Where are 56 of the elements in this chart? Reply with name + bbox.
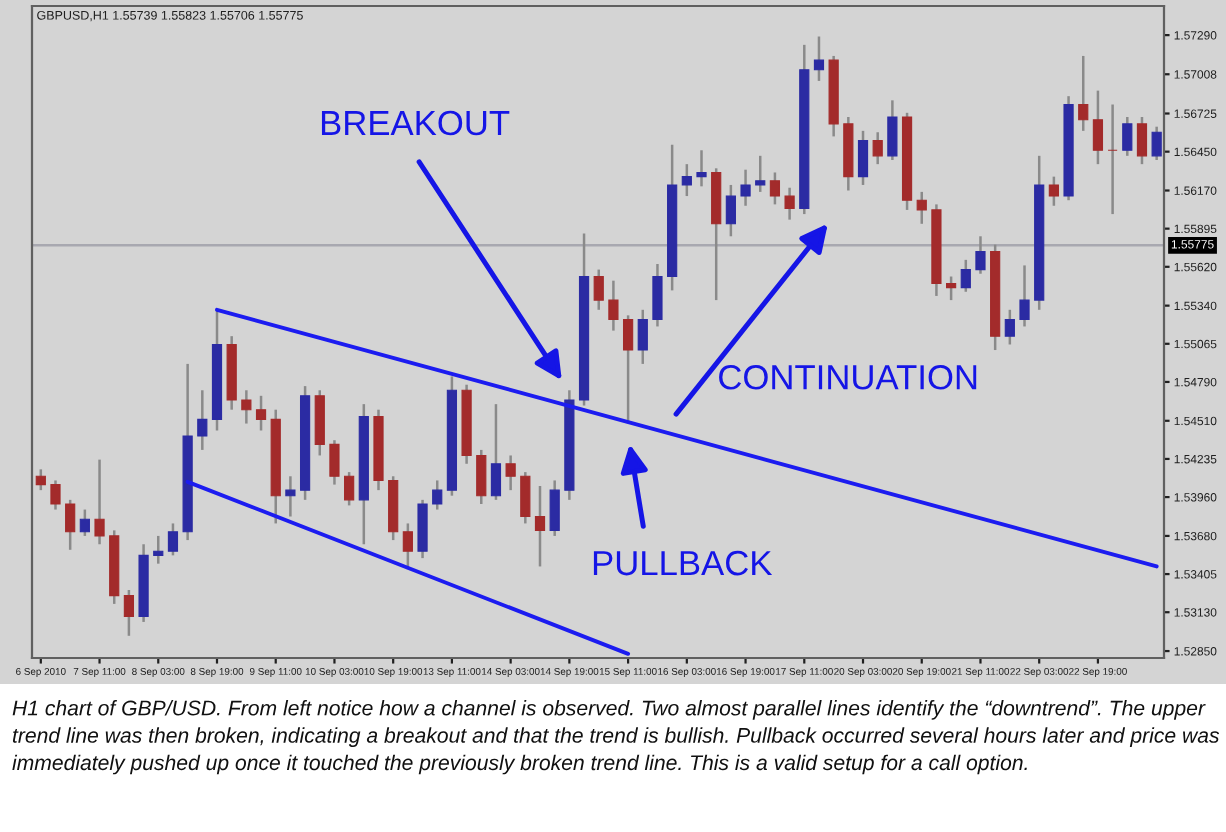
annotation: PULLBACK xyxy=(593,550,773,576)
candlestick xyxy=(769,171,781,206)
candlestick xyxy=(255,394,267,432)
candlestick xyxy=(1078,54,1089,133)
candlestick xyxy=(813,35,825,83)
candlestick xyxy=(696,149,707,188)
candlestick xyxy=(857,129,869,187)
candlestick xyxy=(681,162,692,198)
candlestick xyxy=(65,498,76,552)
candlestick xyxy=(534,484,546,568)
candlestick xyxy=(549,479,560,538)
candlestick xyxy=(637,308,648,366)
candlestick xyxy=(197,389,208,452)
candlestick xyxy=(417,498,428,560)
candlestick xyxy=(1151,125,1162,162)
candlestick xyxy=(35,468,46,492)
candlestick xyxy=(1136,115,1148,166)
candlestick xyxy=(1107,103,1118,216)
candlestick xyxy=(94,458,105,546)
candlestick xyxy=(432,479,443,511)
candlestick xyxy=(622,314,634,425)
candlestick xyxy=(1004,308,1015,346)
candlestick xyxy=(916,190,927,226)
annotation: BREAKOUT xyxy=(321,110,510,136)
candlestick xyxy=(960,258,971,294)
candlestick xyxy=(1048,175,1059,208)
candlestick xyxy=(123,588,135,638)
candlestick xyxy=(490,402,502,502)
candlestick xyxy=(946,275,957,302)
candlestick xyxy=(740,168,751,208)
candlestick xyxy=(344,470,355,507)
candlestick xyxy=(755,154,766,194)
candlestick xyxy=(285,475,296,518)
candlestick xyxy=(79,508,90,538)
candlestick xyxy=(1019,264,1030,328)
candlestick xyxy=(1122,115,1133,158)
candlestick xyxy=(725,183,736,238)
candlestick xyxy=(872,130,883,166)
candlestick xyxy=(593,268,604,312)
candlestick xyxy=(1092,89,1104,166)
candlestick xyxy=(608,279,619,332)
candlestick xyxy=(652,262,663,328)
candlestick xyxy=(153,534,164,565)
candlestick xyxy=(505,454,516,492)
candlestick xyxy=(476,448,487,506)
candlestick xyxy=(784,186,795,221)
annotation: CONTINUATION xyxy=(719,364,977,390)
candlestick xyxy=(887,99,898,162)
candlestick xyxy=(167,522,179,557)
candlestick xyxy=(520,470,531,525)
candlestick xyxy=(329,438,340,486)
candlestick xyxy=(402,522,413,571)
candlestick xyxy=(975,235,986,275)
candlestick xyxy=(241,389,252,425)
text: H1 chart of GBP/USD. From left notice how a channel is observed. Two almost parallel lines identify the “downtrend”. The upper trend line was then broken, indicating a breakout and that the trend is bullish. Pullback occurred several hours later and price was immediately pushed up once it touched the previously broken trend line. This is a valid setup for a call option. xyxy=(12,700,1220,775)
candlestick xyxy=(50,479,61,511)
